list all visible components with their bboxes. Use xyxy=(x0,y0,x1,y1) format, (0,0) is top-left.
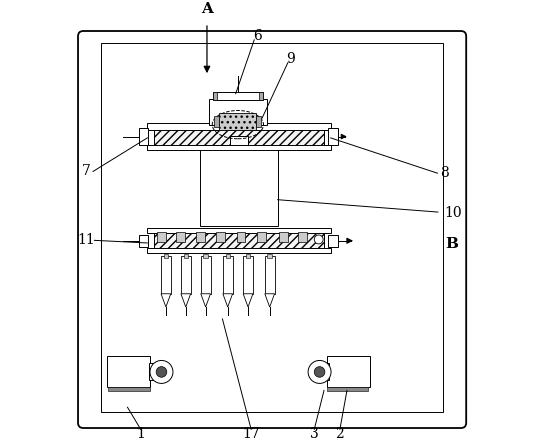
Bar xyxy=(246,254,250,258)
Bar xyxy=(201,256,210,294)
Text: 17: 17 xyxy=(242,427,260,441)
Circle shape xyxy=(150,360,173,384)
Bar xyxy=(149,363,156,380)
Text: 9: 9 xyxy=(287,52,295,66)
Bar xyxy=(215,116,219,127)
Bar xyxy=(236,232,246,242)
Text: 11: 11 xyxy=(78,233,95,247)
Bar xyxy=(259,92,263,100)
Text: 2: 2 xyxy=(335,427,344,441)
Bar xyxy=(328,235,338,247)
Bar xyxy=(101,43,443,412)
Bar xyxy=(212,92,263,100)
Polygon shape xyxy=(265,294,275,307)
Bar xyxy=(279,232,288,242)
Text: 6: 6 xyxy=(253,30,262,43)
Text: B: B xyxy=(446,237,459,251)
Bar xyxy=(223,256,233,294)
Bar xyxy=(154,128,324,147)
Bar xyxy=(219,113,256,130)
Text: 1: 1 xyxy=(136,427,145,441)
Polygon shape xyxy=(223,294,233,307)
Text: 3: 3 xyxy=(310,427,319,441)
Circle shape xyxy=(314,367,325,377)
Bar xyxy=(107,355,150,388)
Bar xyxy=(322,363,330,380)
Bar xyxy=(212,92,217,100)
Bar xyxy=(196,232,205,242)
Bar xyxy=(181,256,191,294)
Circle shape xyxy=(308,360,331,384)
Text: 7: 7 xyxy=(82,164,91,178)
Bar xyxy=(209,99,267,125)
Bar xyxy=(147,145,331,150)
Bar xyxy=(327,355,370,388)
Text: 8: 8 xyxy=(440,166,448,180)
Bar xyxy=(184,254,188,258)
Bar xyxy=(164,254,168,258)
Polygon shape xyxy=(243,294,253,307)
Bar xyxy=(203,254,208,258)
Bar xyxy=(147,228,331,233)
Polygon shape xyxy=(201,294,210,307)
Bar xyxy=(154,232,324,249)
Bar xyxy=(256,116,261,127)
Circle shape xyxy=(314,235,323,244)
Text: 10: 10 xyxy=(444,206,462,220)
Bar xyxy=(328,128,338,145)
Circle shape xyxy=(156,367,167,377)
Bar xyxy=(216,232,225,242)
Bar xyxy=(230,136,248,144)
Polygon shape xyxy=(161,294,171,307)
Bar xyxy=(157,232,166,242)
Bar xyxy=(147,123,331,130)
Text: A: A xyxy=(201,2,213,17)
Bar xyxy=(243,256,253,294)
Bar xyxy=(139,235,148,247)
Bar xyxy=(299,232,307,242)
Bar xyxy=(147,248,331,253)
Bar xyxy=(108,387,150,391)
Bar xyxy=(161,256,171,294)
Bar xyxy=(267,254,272,258)
Bar xyxy=(177,232,185,242)
Bar xyxy=(327,387,368,391)
Bar xyxy=(257,232,266,242)
Polygon shape xyxy=(181,294,191,307)
Bar xyxy=(225,254,230,258)
Bar xyxy=(139,128,148,145)
Bar xyxy=(265,256,275,294)
Bar xyxy=(201,144,278,226)
